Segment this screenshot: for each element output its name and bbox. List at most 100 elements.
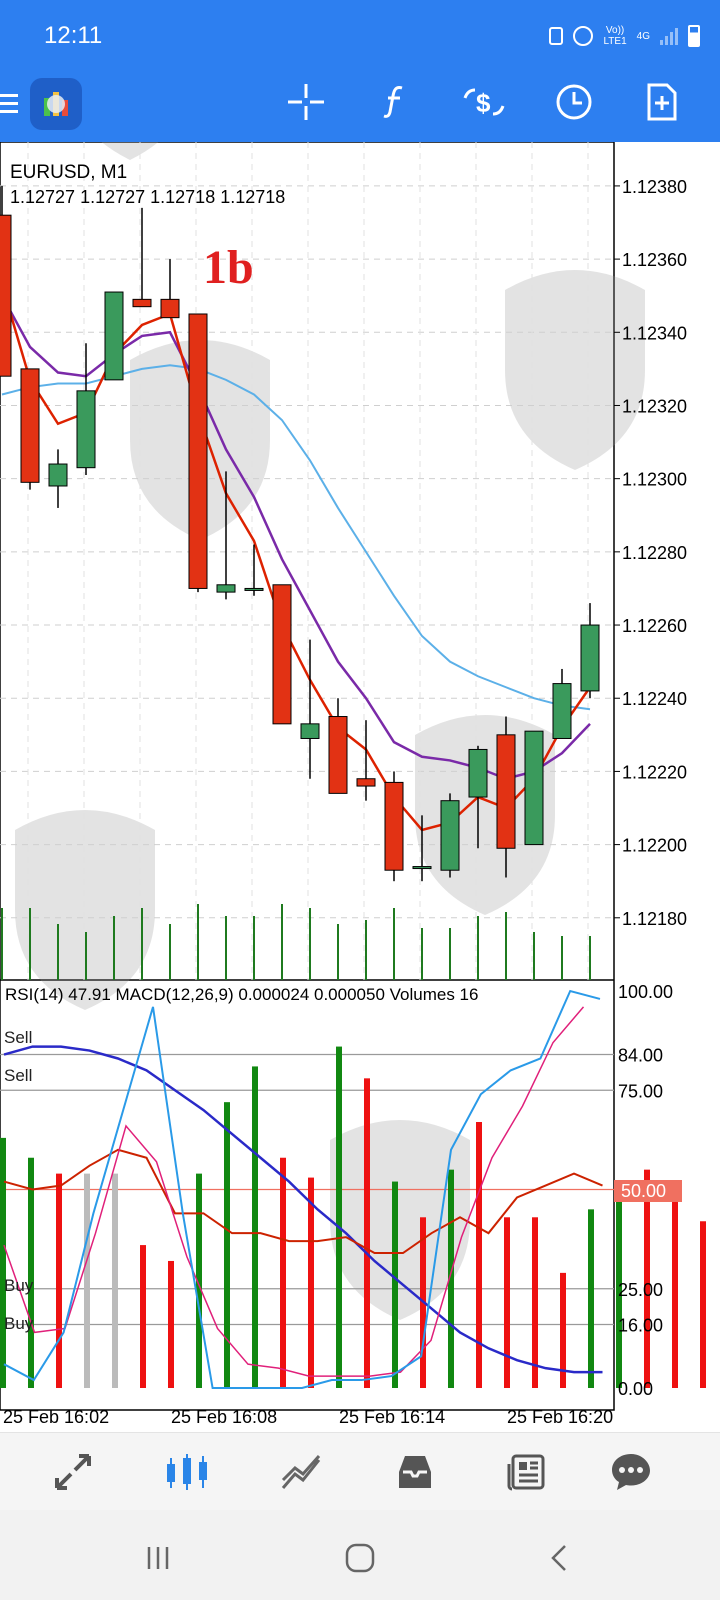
price-tick-label: 1.12340 <box>622 323 687 343</box>
macd-signal-line <box>3 1148 603 1255</box>
top-app-bar: 12:11 Vo)) LTE1 4G $ <box>0 0 720 142</box>
menu-icon[interactable] <box>0 88 20 118</box>
macd-bar <box>700 1221 706 1388</box>
function-icon[interactable] <box>370 76 422 128</box>
network-type: 4G <box>636 30 650 42</box>
macd-bar <box>392 1181 398 1388</box>
price-tick-label: 1.12200 <box>622 836 687 856</box>
chat-icon[interactable] <box>606 1447 656 1497</box>
candle-body <box>0 214 12 377</box>
candle-body <box>104 291 124 381</box>
candle-body <box>272 584 292 725</box>
volume-bars <box>1 904 591 980</box>
price-tick-label: 1.12180 <box>622 909 687 929</box>
indicator-tick-label: 16.00 <box>618 1315 663 1335</box>
candle-body <box>552 683 572 739</box>
macd-bar <box>364 1078 370 1388</box>
indicator-tick-label: 100.00 <box>618 982 673 1002</box>
candle-body <box>160 298 180 319</box>
candle-body <box>440 800 460 871</box>
macd-bar <box>280 1157 286 1388</box>
quotes-icon[interactable] <box>48 1447 98 1497</box>
candle-body <box>328 716 348 794</box>
clock-icon[interactable] <box>548 76 600 128</box>
macd-bar <box>140 1245 146 1388</box>
trade-icon[interactable] <box>276 1447 326 1497</box>
macd-bar <box>168 1260 174 1388</box>
macd-bar <box>28 1157 34 1388</box>
macd-main-line <box>3 1045 603 1374</box>
history-icon[interactable] <box>390 1447 440 1497</box>
watermark-shield-icon <box>15 810 155 1010</box>
macd-bar <box>0 1137 6 1388</box>
ma-fast-line <box>0 284 592 832</box>
indicator-tick-label: 0.00 <box>618 1379 653 1399</box>
network-bottom: LTE1 <box>603 36 627 47</box>
candles <box>0 185 600 882</box>
time-label: 25 Feb 16:20 <box>507 1407 613 1427</box>
status-icons: Vo)) LTE1 4G <box>549 22 700 50</box>
price-tick-label: 1.12380 <box>622 177 687 197</box>
macd-bar <box>84 1173 90 1388</box>
chart-annotation: 1b <box>203 241 254 294</box>
level-label-sell-1: Sell <box>4 1028 32 1047</box>
macd-bar <box>196 1173 202 1388</box>
indicator-axis: 100.00 84.00 75.00 25.00 16.00 0.00 <box>618 982 673 1399</box>
chart-symbol: EURUSD, M1 <box>10 162 127 183</box>
macd-bar <box>616 1181 622 1388</box>
time-label: 25 Feb 16:14 <box>339 1407 445 1427</box>
macd-bar <box>644 1169 650 1388</box>
candle-body <box>384 781 404 871</box>
crosshair-icon[interactable] <box>280 76 332 128</box>
macd-bar <box>308 1177 314 1388</box>
candle-body <box>496 734 516 849</box>
candle-body <box>216 584 236 593</box>
indicator-tick-label: 75.00 <box>618 1081 663 1101</box>
candle-body <box>132 298 152 308</box>
candle-body <box>412 866 432 870</box>
new-document-icon[interactable] <box>636 76 688 128</box>
candle-body <box>524 730 544 846</box>
signal-icon <box>660 27 678 45</box>
level-label-buy-1: Buy <box>4 1276 34 1295</box>
level-label-sell-2: Sell <box>4 1066 32 1085</box>
rsi-ma-line <box>3 1006 585 1377</box>
macd-bar <box>224 1102 230 1388</box>
macd-bar <box>112 1173 118 1388</box>
trade-icon[interactable]: $ <box>458 76 510 128</box>
macd-bar <box>532 1217 538 1388</box>
lock-icon <box>549 27 564 45</box>
status-time: 12:11 <box>44 22 103 49</box>
level-label-buy-2: Buy <box>4 1314 34 1333</box>
svg-text:$: $ <box>476 88 491 118</box>
system-navigation-bar <box>0 1510 720 1600</box>
indicator-tick-label: 25.00 <box>618 1280 663 1300</box>
moving-averages <box>0 284 592 832</box>
battery-icon <box>688 25 700 47</box>
news-icon[interactable] <box>502 1447 552 1497</box>
watermark-shield-icon <box>505 270 645 470</box>
candle-body <box>244 587 264 591</box>
price-tick-label: 1.12300 <box>622 470 687 490</box>
candle-body <box>188 313 208 589</box>
home-icon[interactable] <box>340 1538 380 1578</box>
ma-mid-line <box>0 295 591 781</box>
price-axis: 1.12380 1.12360 1.12340 1.12320 1.12300 1.122… <box>614 177 687 929</box>
macd-bar <box>588 1209 594 1388</box>
macd-bar <box>560 1272 566 1388</box>
highlight-tick-bg <box>614 1180 682 1202</box>
macd-histogram <box>0 1046 706 1388</box>
chart-icon[interactable] <box>162 1447 212 1497</box>
macd-bar <box>56 1173 62 1388</box>
candle-body <box>20 368 40 483</box>
app-logo-icon[interactable] <box>30 78 82 130</box>
macd-bar <box>476 1122 482 1388</box>
alarm-icon <box>573 26 594 46</box>
macd-bar <box>336 1046 342 1388</box>
recent-apps-icon[interactable] <box>138 1538 178 1578</box>
back-icon[interactable] <box>540 1538 580 1578</box>
candle-body <box>468 748 488 798</box>
macd-bar <box>672 1197 678 1388</box>
time-label: 25 Feb 16:02 <box>3 1407 109 1427</box>
